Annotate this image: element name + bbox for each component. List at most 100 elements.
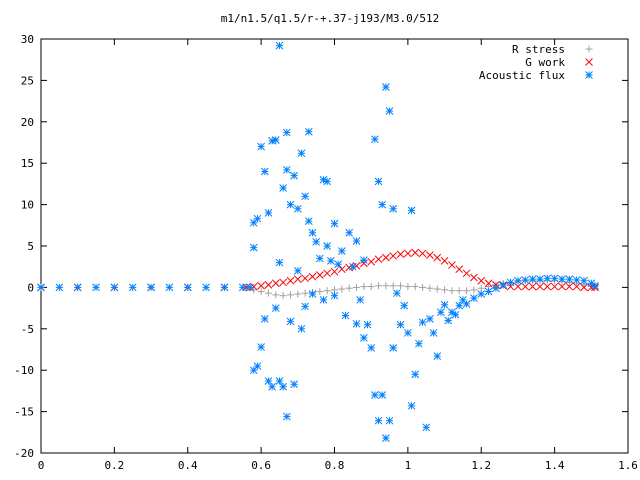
point-acoustic-flux bbox=[249, 243, 258, 252]
point-r-stress bbox=[272, 291, 280, 299]
point-acoustic-flux bbox=[165, 283, 174, 292]
point-g-work bbox=[286, 276, 295, 285]
series-acoustic-flux bbox=[37, 41, 599, 442]
y-tick-label: 30 bbox=[21, 33, 34, 46]
point-g-work bbox=[382, 253, 390, 262]
point-r-stress bbox=[323, 287, 331, 295]
point-acoustic-flux bbox=[385, 416, 394, 425]
legend-marker-r-stress bbox=[585, 45, 593, 53]
point-acoustic-flux bbox=[268, 382, 276, 391]
point-r-stress bbox=[279, 292, 287, 300]
series-marks bbox=[37, 41, 599, 442]
x-tick-label: 0.6 bbox=[251, 459, 271, 472]
point-r-stress bbox=[250, 286, 258, 294]
x-tick-label: 0.2 bbox=[104, 459, 124, 472]
point-acoustic-flux bbox=[550, 274, 559, 283]
point-acoustic-flux bbox=[337, 247, 346, 255]
point-acoustic-flux bbox=[110, 283, 119, 292]
legend-marker-g-work bbox=[585, 58, 593, 66]
point-acoustic-flux bbox=[448, 308, 456, 317]
point-acoustic-flux bbox=[202, 283, 210, 292]
point-r-stress bbox=[389, 282, 397, 290]
point-acoustic-flux bbox=[341, 311, 350, 320]
point-acoustic-flux bbox=[484, 287, 493, 296]
legend-label-g-work: G work bbox=[525, 56, 565, 69]
point-g-work bbox=[550, 282, 559, 291]
point-acoustic-flux bbox=[382, 83, 390, 91]
point-acoustic-flux bbox=[382, 434, 390, 442]
point-acoustic-flux bbox=[543, 274, 552, 283]
point-acoustic-flux bbox=[183, 283, 192, 292]
point-r-stress bbox=[353, 283, 361, 291]
point-acoustic-flux bbox=[264, 377, 273, 385]
point-g-work bbox=[433, 253, 442, 262]
point-g-work bbox=[323, 269, 332, 278]
y-tick-label: 0 bbox=[27, 281, 34, 294]
point-g-work bbox=[462, 269, 471, 278]
point-g-work bbox=[389, 252, 398, 260]
point-acoustic-flux bbox=[433, 352, 442, 360]
point-acoustic-flux bbox=[253, 214, 262, 223]
point-acoustic-flux bbox=[264, 209, 273, 217]
point-acoustic-flux bbox=[297, 149, 306, 158]
point-acoustic-flux bbox=[415, 339, 423, 348]
point-acoustic-flux bbox=[393, 289, 401, 298]
point-acoustic-flux bbox=[293, 266, 302, 275]
point-acoustic-flux bbox=[389, 204, 398, 213]
y-tick-label: 10 bbox=[21, 199, 34, 212]
point-r-stress bbox=[360, 283, 368, 291]
point-r-stress bbox=[404, 283, 412, 291]
point-g-work bbox=[308, 272, 317, 281]
legend-label-acoustic-flux: Acoustic flux bbox=[479, 69, 565, 82]
point-acoustic-flux bbox=[290, 380, 298, 389]
point-acoustic-flux bbox=[312, 238, 321, 246]
point-r-stress bbox=[257, 288, 265, 296]
point-g-work bbox=[565, 282, 574, 291]
point-g-work bbox=[367, 257, 376, 266]
plot-border bbox=[40, 38, 629, 454]
point-acoustic-flux bbox=[528, 275, 537, 283]
point-acoustic-flux bbox=[271, 136, 280, 144]
point-acoustic-flux bbox=[440, 300, 449, 309]
point-g-work bbox=[271, 279, 280, 288]
point-acoustic-flux bbox=[506, 278, 515, 287]
point-acoustic-flux bbox=[367, 343, 376, 352]
point-acoustic-flux bbox=[260, 315, 269, 323]
tick-labels: 0 0.2 0.4 0.6 0.8 1 1.2 1.4 1.6 30 25 20 15 10 5 0 -5 -10… bbox=[14, 33, 638, 472]
point-acoustic-flux bbox=[407, 401, 416, 410]
point-r-stress bbox=[345, 284, 353, 292]
point-acoustic-flux bbox=[253, 362, 262, 370]
point-g-work bbox=[470, 273, 478, 282]
point-r-stress bbox=[433, 285, 441, 293]
point-acoustic-flux bbox=[359, 256, 368, 264]
point-r-stress bbox=[411, 283, 419, 291]
point-acoustic-flux bbox=[437, 308, 445, 317]
point-acoustic-flux bbox=[374, 416, 383, 425]
point-g-work bbox=[572, 282, 581, 291]
point-acoustic-flux bbox=[558, 275, 566, 283]
point-acoustic-flux bbox=[400, 301, 409, 310]
point-acoustic-flux bbox=[297, 324, 306, 333]
point-g-work bbox=[293, 275, 302, 283]
point-r-stress bbox=[470, 286, 478, 294]
point-acoustic-flux bbox=[92, 283, 100, 292]
point-acoustic-flux bbox=[246, 283, 254, 292]
point-r-stress bbox=[338, 285, 346, 293]
point-r-stress bbox=[441, 286, 449, 294]
series-r-stress bbox=[37, 277, 599, 300]
point-g-work bbox=[301, 274, 310, 283]
point-g-work bbox=[279, 278, 287, 287]
point-acoustic-flux bbox=[455, 301, 464, 310]
point-acoustic-flux bbox=[444, 316, 453, 325]
x-tick-label: 1.6 bbox=[618, 459, 638, 472]
point-acoustic-flux bbox=[348, 262, 357, 271]
point-g-work bbox=[315, 271, 324, 279]
point-r-stress bbox=[455, 287, 463, 295]
y-tick-label: 15 bbox=[21, 157, 34, 170]
point-acoustic-flux bbox=[282, 412, 291, 421]
chart-title: m1/n1.5/q1.5/r-+.37-j193/M3.0/512 bbox=[221, 12, 440, 25]
point-acoustic-flux bbox=[279, 184, 287, 192]
point-g-work bbox=[543, 282, 552, 291]
